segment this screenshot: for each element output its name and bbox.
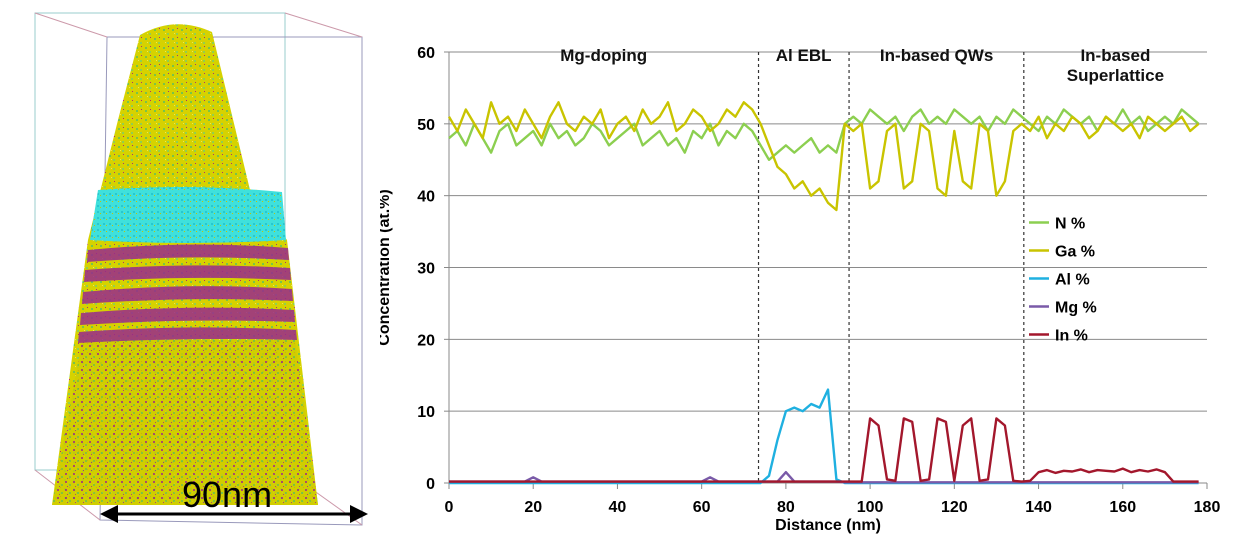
legend-label: Ga %: [1055, 244, 1095, 261]
series-line: [449, 417, 1199, 483]
y-tick-label: 10: [417, 404, 435, 421]
scale-label: 90nm: [182, 474, 272, 515]
series-line: [447, 101, 1200, 212]
y-tick-label: 0: [426, 476, 435, 493]
atom-probe-image: 90nm: [34, 12, 368, 526]
legend-label: N %: [1055, 216, 1085, 233]
legend-label: Al %: [1055, 272, 1090, 289]
legend-label: In %: [1055, 328, 1088, 345]
series-line: [449, 388, 1199, 485]
region-label: Al EBL: [775, 46, 832, 65]
chart: Concentration (at.%) Distance (nm) 0 10 20…: [380, 45, 1221, 534]
x-tick-label: 80: [777, 499, 795, 516]
region-label: In-based Superlattice: [1066, 46, 1165, 85]
x-tick-label: 60: [693, 499, 711, 516]
x-axis-label: Distance (nm): [775, 517, 881, 534]
x-tick-label: 160: [1109, 499, 1136, 516]
y-tick-label: 30: [417, 261, 435, 278]
scale-arrow: [100, 505, 368, 523]
x-tick-label: 140: [1025, 499, 1052, 516]
x-tick-label: 0: [445, 499, 454, 516]
y-axis-label: Concentration (at.%): [380, 189, 393, 345]
y-tick-label: 20: [417, 332, 435, 349]
legend-label: Mg %: [1055, 300, 1097, 317]
region-label: Mg-doping: [560, 46, 648, 65]
x-tick-label: 20: [524, 499, 542, 516]
x-tick-label: 40: [609, 499, 627, 516]
qw-layers: [78, 244, 297, 343]
ebl-layer: [90, 186, 286, 243]
x-tick-label: 180: [1194, 499, 1221, 516]
x-tick-label: 100: [857, 499, 884, 516]
y-tick-label: 40: [417, 189, 435, 206]
y-tick-label: 60: [417, 45, 435, 62]
y-tick-label: 50: [417, 117, 435, 134]
tip-lower: [52, 340, 318, 505]
region-label: In-based QWs: [879, 46, 994, 65]
x-tick-label: 120: [941, 499, 968, 516]
